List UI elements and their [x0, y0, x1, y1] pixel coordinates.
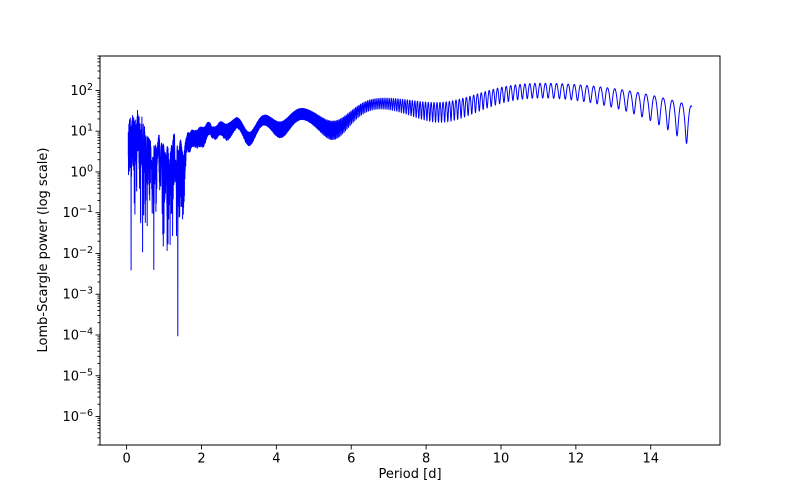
y-tick-label: 10−1 [62, 204, 93, 221]
x-tick-label: 14 [642, 452, 659, 467]
y-tick-label: 10−6 [62, 408, 93, 425]
y-tick-label: 10−5 [62, 367, 93, 384]
axes-spines [99, 55, 721, 446]
x-tick-label: 12 [568, 452, 585, 467]
x-tick-label: 10 [493, 452, 510, 467]
y-axis-label: Lomb-Scargle power (log scale) [36, 148, 51, 353]
y-tick-label: 101 [70, 123, 93, 140]
x-axis-label: Period [d] [378, 467, 441, 482]
plot-area: 0 2 4 6 8 10 12 14 102 101 100 10−1 10−2 10−3 10−4 10−5… [62, 55, 721, 467]
y-tick-label: 10−2 [62, 245, 93, 262]
x-tick-label: 6 [347, 452, 355, 467]
y-tick-label: 100 [70, 163, 93, 180]
x-tick-label: 2 [197, 452, 205, 467]
y-tick-label: 10−4 [62, 326, 93, 343]
x-tick-label: 4 [272, 452, 280, 467]
periodogram-line [127, 82, 693, 337]
x-tick-label: 8 [422, 452, 430, 467]
x-tick-label: 0 [122, 452, 130, 467]
y-tick-label: 102 [70, 82, 93, 99]
y-tick-label: 10−3 [62, 286, 93, 303]
